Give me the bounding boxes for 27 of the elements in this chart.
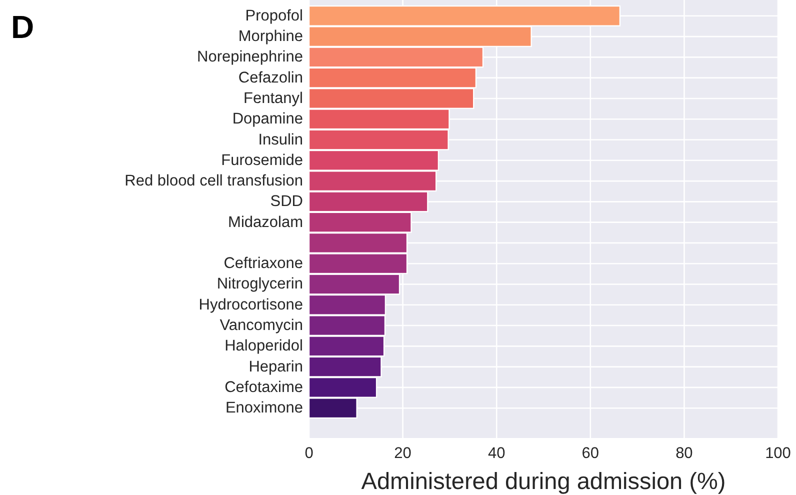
y-tick-label: Insulin [258,131,303,148]
y-tick-label: Ceftriaxone [224,255,303,272]
y-tick-label: Fentanyl [244,90,303,107]
y-tick-label: Hydrocortisone [198,296,303,314]
text: D [11,9,34,45]
x-tick-label: 100 [765,445,792,462]
x-tick-label: 80 [676,445,694,462]
y-tick-label: Furosemide [221,152,303,169]
y-tick-label: Propofol [245,7,303,24]
x-tick-label: 0 [304,445,314,462]
y-tick-label: Dopamine [232,110,303,128]
y-tick-label: Heparin [248,358,303,376]
y-tick-label: Morphine [238,28,303,46]
y-tick-label: Haloperidol [224,338,303,355]
y-tick-label: Red blood cell transfusion [124,172,303,190]
x-tick-label: 40 [488,445,506,462]
x-axis-title: Administered during admission (%) [361,468,726,494]
y-tick-label: Cefotaxime [224,378,303,396]
y-tick-label: Midazolam [228,214,303,231]
x-tick-label: 20 [394,445,412,462]
y-tick-label: Enoximone [225,400,303,417]
y-tick-label: Nitroglycerin [216,276,303,293]
y-tick-label: Norepinephrine [197,48,303,66]
y-tick-label: SDD [270,193,303,210]
y-tick-label: Vancomycin [220,317,303,334]
y-tick-label: Cefazolin [238,69,303,86]
x-tick-label: 60 [582,445,600,462]
